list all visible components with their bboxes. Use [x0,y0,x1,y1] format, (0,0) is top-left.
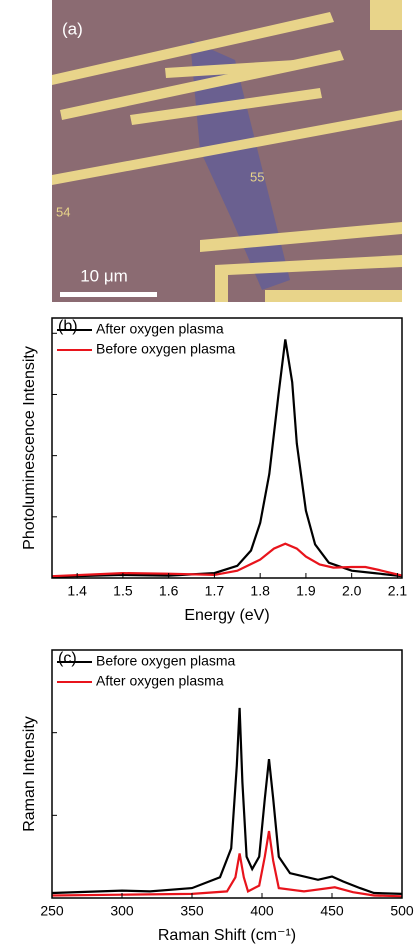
series-line [51,830,403,898]
x-tick-label: 1.7 [205,583,225,599]
panel-label: (c) [58,650,77,667]
legend-label: After oxygen plasma [96,673,224,689]
panel-label: (a) [62,19,83,38]
panel-label: (b) [58,318,78,335]
series-line [51,707,403,895]
x-tick-label: 2.1 [388,583,408,599]
plot-frame [51,649,403,899]
series-line [51,339,403,578]
y-axis-label: Photoluminescence Intensity [21,346,38,550]
x-tick-label: 500 [390,903,414,919]
x-tick-label: 350 [180,903,204,919]
micrograph: (a) 55 54 10 μm [52,0,402,302]
x-tick-label: 1.8 [250,583,270,599]
x-tick-label: 250 [40,903,64,919]
scale-bar [60,292,157,297]
x-tick-label: 1.6 [159,583,179,599]
x-axis-label: Raman Shift (cm⁻¹) [158,927,296,944]
x-tick-label: 400 [250,903,274,919]
electrodes [52,0,402,302]
plot-frame [51,317,403,579]
x-tick-label: 1.5 [113,583,133,599]
legend-label: Before oxygen plasma [96,653,236,669]
marker: 54 [56,204,70,219]
x-tick-label: 300 [110,903,134,919]
x-tick-label: 1.9 [296,583,316,599]
marker: 55 [250,169,264,184]
legend-label: After oxygen plasma [96,321,224,337]
x-tick-label: 2.0 [342,583,362,599]
scale-bar-label: 10 μm [80,266,128,285]
legend-label: Before oxygen plasma [96,341,236,357]
x-tick-label: 1.4 [67,583,87,599]
y-axis-label: Raman Intensity [21,716,38,832]
flake [190,40,290,290]
x-tick-label: 450 [320,903,344,919]
x-axis-label: Energy (eV) [184,607,269,624]
series-line [51,542,403,578]
